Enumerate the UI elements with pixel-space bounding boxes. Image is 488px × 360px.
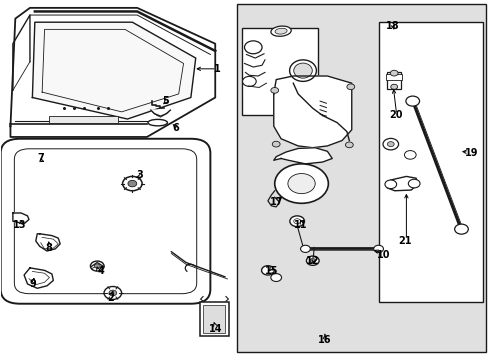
Text: 7: 7 (37, 153, 44, 163)
Polygon shape (32, 22, 195, 119)
Bar (378, 22, 483, 302)
Circle shape (274, 164, 328, 203)
Circle shape (94, 264, 100, 268)
Ellipse shape (293, 63, 312, 78)
Text: 1: 1 (214, 64, 221, 74)
Text: 18: 18 (386, 21, 399, 31)
Text: 2: 2 (107, 293, 114, 303)
Circle shape (405, 96, 419, 106)
Circle shape (270, 87, 278, 93)
Circle shape (390, 84, 397, 89)
Ellipse shape (270, 26, 291, 36)
Polygon shape (386, 176, 417, 191)
Text: 21: 21 (398, 236, 411, 246)
Text: 14: 14 (208, 324, 222, 334)
Circle shape (386, 141, 393, 147)
Text: 17: 17 (269, 197, 283, 207)
Bar (385, 74, 402, 80)
FancyBboxPatch shape (0, 139, 210, 304)
Text: 3: 3 (136, 170, 143, 180)
Text: 4: 4 (97, 266, 104, 276)
Polygon shape (36, 234, 60, 251)
Bar (199, 302, 228, 336)
Circle shape (122, 176, 142, 191)
Circle shape (389, 70, 397, 76)
Bar (242, 28, 317, 116)
Ellipse shape (274, 28, 286, 34)
Bar (49, 116, 118, 123)
Text: 15: 15 (264, 266, 278, 276)
Circle shape (345, 142, 352, 148)
Circle shape (346, 84, 354, 90)
Text: 9: 9 (29, 279, 36, 289)
Polygon shape (13, 213, 29, 224)
Circle shape (104, 287, 122, 300)
Circle shape (90, 261, 104, 271)
Text: 12: 12 (305, 256, 319, 266)
Polygon shape (151, 110, 170, 116)
Circle shape (404, 150, 415, 159)
Circle shape (384, 180, 396, 189)
Ellipse shape (148, 120, 167, 126)
Circle shape (300, 245, 310, 252)
Text: 5: 5 (162, 96, 168, 106)
Circle shape (382, 138, 398, 150)
Circle shape (289, 216, 304, 226)
Circle shape (309, 258, 315, 263)
Circle shape (109, 290, 117, 296)
Text: 10: 10 (376, 250, 389, 260)
Bar (386, 72, 400, 89)
Circle shape (454, 224, 468, 234)
Circle shape (272, 141, 280, 147)
Circle shape (293, 219, 300, 224)
Circle shape (407, 179, 419, 188)
Polygon shape (273, 76, 351, 148)
Bar (237, 4, 485, 352)
Ellipse shape (289, 60, 316, 81)
Circle shape (306, 256, 319, 265)
Polygon shape (24, 268, 53, 288)
Circle shape (373, 245, 383, 252)
Polygon shape (273, 148, 331, 164)
Text: 20: 20 (388, 111, 402, 121)
Circle shape (242, 76, 256, 86)
FancyBboxPatch shape (14, 149, 196, 294)
Circle shape (244, 41, 262, 54)
Polygon shape (243, 35, 267, 99)
Circle shape (261, 266, 274, 275)
Text: 13: 13 (13, 220, 26, 230)
Text: 11: 11 (293, 220, 306, 230)
Text: 16: 16 (318, 334, 331, 345)
Text: 19: 19 (464, 148, 477, 158)
Text: 8: 8 (45, 243, 52, 253)
Circle shape (270, 274, 281, 282)
Text: 6: 6 (172, 123, 178, 133)
Circle shape (128, 180, 137, 187)
Bar (203, 305, 225, 333)
Polygon shape (10, 8, 215, 137)
Circle shape (287, 174, 315, 194)
